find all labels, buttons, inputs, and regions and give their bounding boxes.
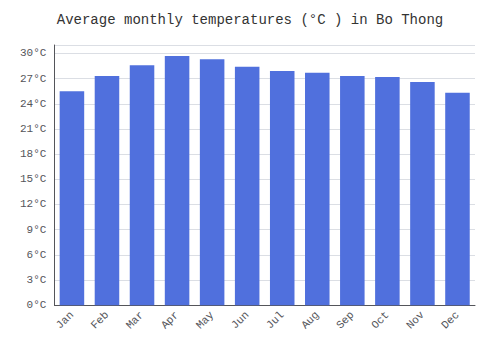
svg-text:24°C: 24°C bbox=[20, 98, 47, 110]
svg-text:Average monthly temperatures (: Average monthly temperatures (°C ) in Bo… bbox=[57, 12, 443, 28]
svg-text:Feb: Feb bbox=[89, 309, 111, 331]
svg-text:18°C: 18°C bbox=[20, 148, 47, 160]
svg-text:3°C: 3°C bbox=[27, 274, 47, 286]
svg-text:Sep: Sep bbox=[334, 309, 356, 331]
svg-text:0°C: 0°C bbox=[27, 299, 47, 311]
svg-text:Jan: Jan bbox=[54, 309, 76, 331]
svg-text:Aug: Aug bbox=[299, 309, 321, 331]
svg-text:27°C: 27°C bbox=[20, 73, 47, 85]
svg-text:Oct: Oct bbox=[369, 309, 391, 331]
svg-text:Apr: Apr bbox=[159, 309, 181, 331]
svg-text:Nov: Nov bbox=[404, 309, 427, 332]
svg-text:15°C: 15°C bbox=[20, 173, 47, 185]
svg-text:21°C: 21°C bbox=[20, 123, 47, 135]
svg-text:Jun: Jun bbox=[229, 309, 251, 331]
svg-text:May: May bbox=[194, 309, 217, 332]
svg-text:9°C: 9°C bbox=[27, 224, 47, 236]
svg-text:6°C: 6°C bbox=[27, 249, 47, 261]
svg-text:12°C: 12°C bbox=[20, 198, 47, 210]
svg-text:Dec: Dec bbox=[439, 309, 461, 331]
svg-text:Jul: Jul bbox=[264, 309, 286, 331]
svg-text:Mar: Mar bbox=[124, 309, 146, 331]
svg-text:30°C: 30°C bbox=[20, 47, 47, 59]
